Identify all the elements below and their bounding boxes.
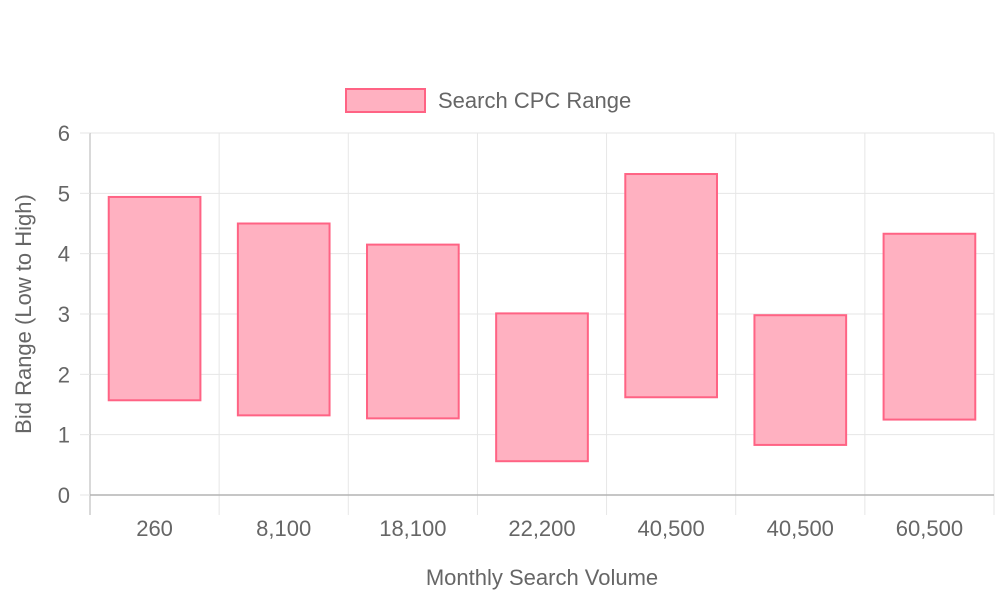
y-tick-label: 6 <box>58 121 70 146</box>
bar-0[interactable] <box>107 195 202 402</box>
bar-series <box>107 173 977 463</box>
bar-2[interactable] <box>366 243 460 420</box>
legend[interactable]: Search CPC Range <box>345 88 631 113</box>
x-tick-label: 8,100 <box>256 516 311 541</box>
x-tick-label: 22,200 <box>508 516 575 541</box>
x-tick-label: 18,100 <box>379 516 446 541</box>
y-tick-label: 3 <box>58 302 70 327</box>
y-tick-labels: 0 1 2 3 4 5 6 <box>58 121 70 508</box>
y-tick-label: 2 <box>58 362 70 387</box>
legend-swatch[interactable] <box>345 88 426 113</box>
x-tick-label: 260 <box>136 516 173 541</box>
x-axis-title: Monthly Search Volume <box>426 565 658 590</box>
y-tick-label: 1 <box>58 423 70 448</box>
axes <box>80 132 994 496</box>
x-tick-label: 40,500 <box>767 516 834 541</box>
y-tick-label: 4 <box>58 242 70 267</box>
bar-5[interactable] <box>753 314 848 446</box>
y-axis-title: Bid Range (Low to High) <box>11 194 36 434</box>
x-tick-label: 40,500 <box>637 516 704 541</box>
bar-1[interactable] <box>236 222 331 417</box>
legend-label[interactable]: Search CPC Range <box>438 88 631 113</box>
bar-3[interactable] <box>495 312 589 463</box>
x-tick-label: 60,500 <box>896 516 963 541</box>
x-tick-labels: 260 8,100 18,100 22,200 40,500 40,500 60,500 <box>136 516 963 541</box>
y-tick-label: 0 <box>58 483 70 508</box>
bar-6[interactable] <box>882 232 977 421</box>
y-tick-label: 5 <box>58 181 70 206</box>
bar-4[interactable] <box>624 173 718 399</box>
